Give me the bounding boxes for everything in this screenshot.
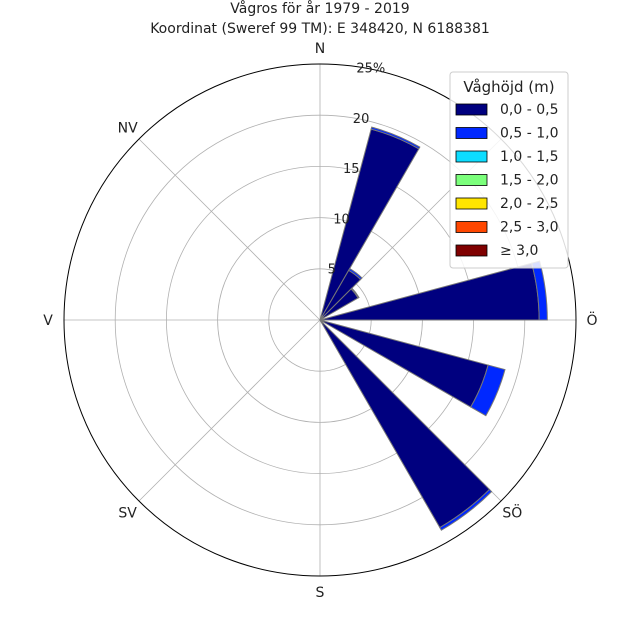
wave-bar-segment [470,364,506,417]
direction-label: SÖ [502,503,522,521]
direction-labels: N NV V SV S SÖ Ö [43,41,597,601]
legend-frame [449,71,569,269]
direction-label: S [316,585,325,601]
legend-swatch [455,244,488,257]
wave-bar-segment [531,260,548,321]
legend-swatch [455,197,488,210]
legend-label: 0,5 - 1,0 [500,126,558,142]
wave-bar-segment [370,126,421,150]
legend-label: 0,0 - 0,5 [500,102,558,118]
radial-tick-label: 15 [343,162,360,177]
grid-spoke [138,319,321,502]
legend-label: 1,5 - 2,0 [500,173,558,189]
legend-label: ≥ 3,0 [500,243,538,259]
wave-bars [319,126,548,531]
direction-label: SV [118,505,137,521]
legend-label: 2,0 - 2,5 [500,196,558,212]
radial-tick-labels: 5 10 15 20 25% [328,62,386,278]
legend-swatch [455,103,488,116]
outer-ring [63,63,577,577]
legend-swatch [455,221,488,233]
wave-bar-segment [439,488,493,531]
legend-label: 1,0 - 1,5 [500,149,558,165]
chart-title: Vågros för år 1979 - 2019 [230,0,409,17]
grid-spoke [138,138,321,321]
legend-swatch [455,127,488,139]
direction-label: N [315,41,325,57]
wave-bar-segment [347,267,363,281]
legend-title: Våghöjd (m) [463,78,554,96]
direction-label: Ö [586,311,597,329]
direction-label: NV [118,121,138,137]
radial-tick-label: 25% [356,62,385,77]
radial-tick-label: 5 [328,263,336,278]
legend-swatch [455,174,488,186]
legend-swatch [455,150,488,163]
legend: Våghöjd (m) 0,0 - 0,5 0,5 - 1,0 1,0 - 1,5 1… [449,71,569,269]
radial-tick-label: 20 [353,112,370,127]
wave-bar-segment [350,287,360,299]
direction-label: V [43,313,53,329]
legend-label: 2,5 - 3,0 [500,220,558,236]
radial-tick-label: 10 [333,212,350,227]
chart-subtitle: Koordinat (Sweref 99 TM): E 348420, N 61… [150,21,490,37]
legend-items: 0,0 - 0,5 0,5 - 1,0 1,0 - 1,5 1,5 - 2,0 2,0 … [455,102,558,259]
